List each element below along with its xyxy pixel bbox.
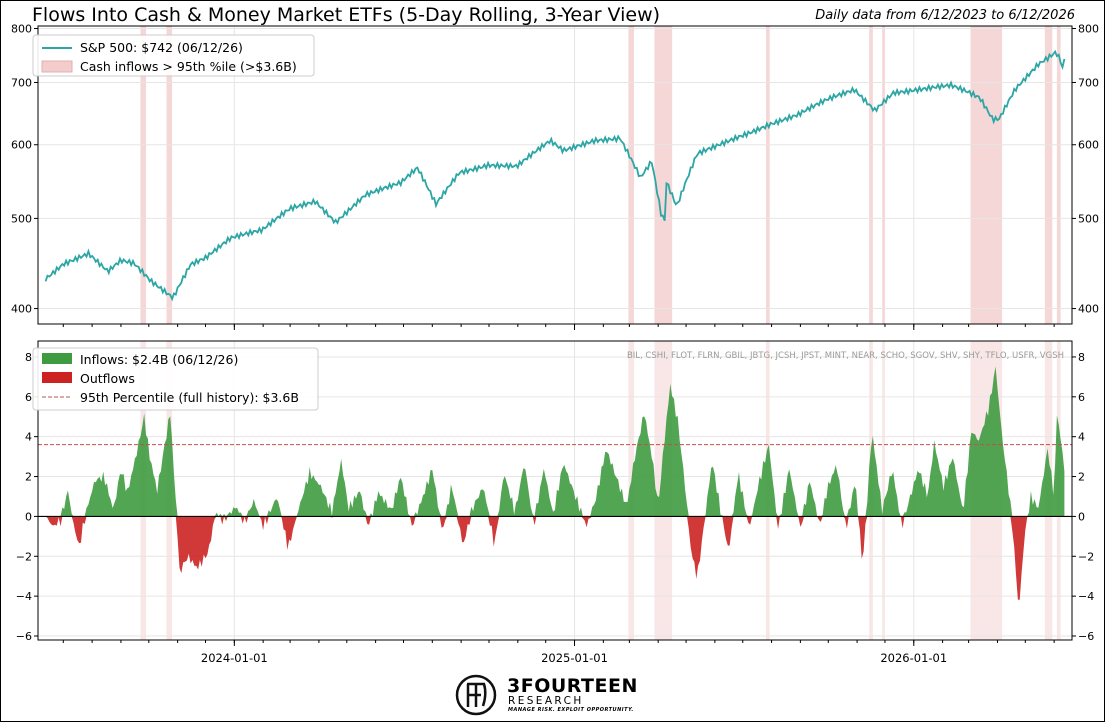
legend-label-band: Cash inflows > 95th %ile (>$3.6B) bbox=[80, 59, 297, 74]
highlight-band-bottom bbox=[882, 341, 885, 640]
ytick-label-right: 2 bbox=[1078, 471, 1085, 484]
ytick-label-left: 2 bbox=[25, 471, 32, 484]
ytick-label-right: 800 bbox=[1078, 23, 1099, 36]
legend-label-sp500: S&P 500: $742 (06/12/26) bbox=[80, 40, 243, 55]
ytick-label-left: 700 bbox=[11, 76, 32, 89]
chart-title: Flows Into Cash & Money Market ETFs (5-D… bbox=[32, 4, 661, 26]
ytick-label-right: 700 bbox=[1078, 76, 1099, 89]
ytick-label-right: 500 bbox=[1078, 212, 1099, 225]
ytick-label-left: 4 bbox=[25, 431, 32, 444]
outflow-area bbox=[45, 516, 1065, 600]
ytick-label-right: 0 bbox=[1078, 510, 1085, 523]
highlight-band-top bbox=[140, 26, 147, 324]
xtick-label: 2026-01-01 bbox=[880, 651, 947, 665]
ytick-label-left: 8 bbox=[25, 351, 32, 364]
legend-label-outflows: Outflows bbox=[80, 371, 135, 386]
ytick-label-right: 8 bbox=[1078, 351, 1085, 364]
legend-box bbox=[32, 347, 319, 411]
ytick-label-left: 0 bbox=[25, 510, 32, 523]
highlight-bands-top bbox=[140, 26, 1061, 324]
ytick-label-right: 6 bbox=[1078, 391, 1085, 404]
flow-area bbox=[38, 366, 1072, 600]
highlight-band-top bbox=[882, 26, 885, 324]
ytick-label-left: 600 bbox=[11, 139, 32, 152]
ytick-label-right: 4 bbox=[1078, 431, 1085, 444]
xtick-label: 2025-01-01 bbox=[541, 651, 608, 665]
brand-sub: RESEARCH bbox=[508, 695, 584, 707]
ytick-label-left: 800 bbox=[11, 23, 32, 36]
legend-top: S&P 500: $742 (06/12/26) Cash inflows > 9… bbox=[32, 34, 315, 77]
highlight-band-top bbox=[628, 26, 635, 324]
ytick-label-left: 500 bbox=[11, 212, 32, 225]
ytick-label-left: −4 bbox=[16, 590, 32, 603]
legend-swatch-outflows bbox=[42, 372, 72, 383]
brand-logo-icon bbox=[455, 674, 497, 716]
ticker-list: BIL, CSHI, FLOT, FLRN, GBIL, JBTG, JCSH,… bbox=[627, 351, 1064, 361]
xtick-label: 2024-01-01 bbox=[201, 651, 268, 665]
highlight-band-top bbox=[654, 26, 673, 324]
sp500-line-group bbox=[44, 49, 1066, 302]
legend-label-inflows: Inflows: $2.4B (06/12/26) bbox=[80, 352, 238, 367]
legend-box bbox=[32, 34, 315, 77]
plot-frame-bottom bbox=[37, 340, 1073, 641]
highlight-band-top bbox=[1044, 26, 1053, 324]
chart-subtitle: Daily data from 6/12/2023 to 6/12/2026 bbox=[815, 8, 1075, 23]
inflow-area bbox=[45, 366, 1065, 517]
highlight-band-top bbox=[970, 26, 1003, 324]
highlight-band-top bbox=[869, 26, 873, 324]
ytick-label-right: −6 bbox=[1078, 630, 1094, 643]
plot-frame-top bbox=[37, 25, 1073, 325]
legend-swatch-inflows bbox=[42, 353, 72, 364]
brand-tagline: MANAGE RISK. EXPLOIT OPPORTUNITY. bbox=[508, 707, 634, 713]
brand-name: 3FOURTEEN bbox=[507, 675, 638, 697]
highlight-band-top bbox=[1056, 26, 1061, 324]
ytick-label-left: −6 bbox=[16, 630, 32, 643]
highlight-band-top bbox=[765, 26, 770, 324]
ytick-label-right: 600 bbox=[1078, 139, 1099, 152]
ytick-label-left: 6 bbox=[25, 391, 32, 404]
legend-bottom: Inflows: $2.4B (06/12/26) Outflows 95th Pe… bbox=[32, 347, 319, 411]
ytick-label-left: 400 bbox=[11, 303, 32, 316]
ytick-label-right: 400 bbox=[1078, 303, 1099, 316]
highlight-band-top bbox=[166, 26, 173, 324]
ytick-label-right: −4 bbox=[1078, 590, 1094, 603]
sp500-line bbox=[44, 49, 1066, 302]
ytick-label-right: −2 bbox=[1078, 550, 1094, 563]
legend-band-swatch bbox=[41, 60, 73, 73]
ytick-label-left: −2 bbox=[16, 550, 32, 563]
legend-label-threshold: 95th Percentile (full history): $3.6B bbox=[80, 390, 299, 405]
